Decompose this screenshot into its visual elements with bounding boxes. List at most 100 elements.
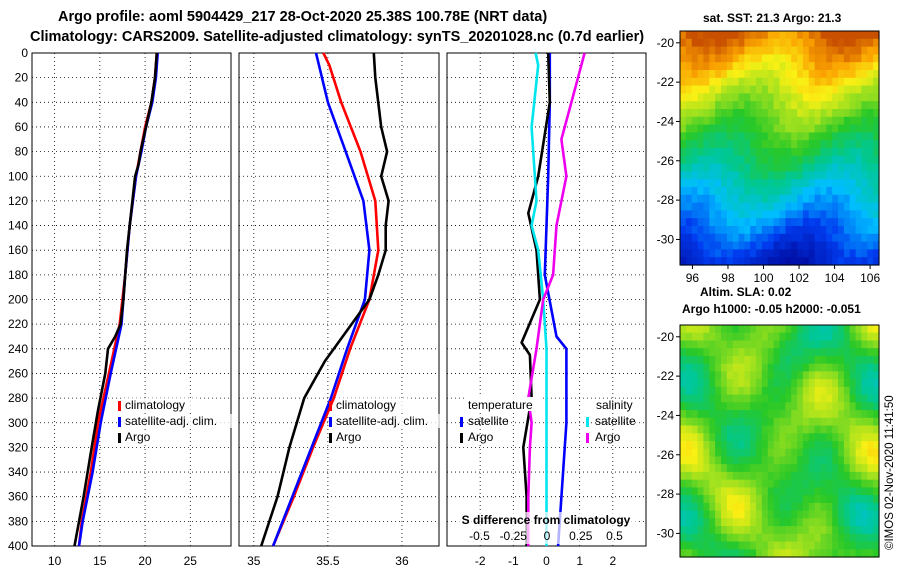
map-cell xyxy=(703,85,710,94)
map-cell xyxy=(715,179,722,188)
map-cell xyxy=(808,109,816,118)
map-cell xyxy=(832,38,839,48)
map-cell xyxy=(785,210,792,219)
map-cell xyxy=(797,233,804,243)
map-cell xyxy=(756,487,763,496)
map-cell xyxy=(750,70,757,79)
map-cell xyxy=(680,62,687,71)
map-cell xyxy=(744,479,751,488)
map-cell xyxy=(785,410,792,419)
map-cell xyxy=(756,93,763,102)
map-cell xyxy=(779,124,786,133)
map-cell xyxy=(861,54,868,63)
map-cell xyxy=(855,340,863,349)
map-cell xyxy=(838,155,845,165)
map-cell xyxy=(750,218,757,227)
map-cell xyxy=(867,241,874,250)
map-cell xyxy=(873,54,880,63)
map-cell xyxy=(761,325,769,334)
map-cell xyxy=(744,340,751,349)
map-cell xyxy=(744,54,751,63)
map-cell xyxy=(715,155,722,165)
map-cell xyxy=(826,187,833,196)
map-cell xyxy=(726,38,734,48)
map-cell xyxy=(680,425,687,434)
map-cell xyxy=(738,70,745,79)
map-cell xyxy=(721,210,728,219)
map-cell xyxy=(802,495,810,504)
map-cell xyxy=(715,132,722,141)
x-tick-label: 2 xyxy=(609,554,616,568)
map-cell xyxy=(744,433,751,442)
map-cell xyxy=(685,241,693,250)
map-cell xyxy=(732,148,740,157)
map-cell xyxy=(726,386,734,396)
map-cell xyxy=(756,340,763,349)
map-cell xyxy=(867,194,874,204)
map-cell xyxy=(767,46,775,55)
map-cell xyxy=(744,448,751,457)
map-cell xyxy=(680,526,687,535)
map-cell xyxy=(797,410,804,419)
map-cell xyxy=(832,93,839,102)
map-cell xyxy=(738,101,745,110)
map-cell xyxy=(691,38,699,48)
map-cell xyxy=(855,77,863,87)
map-cell xyxy=(715,448,722,457)
map-cell xyxy=(802,124,810,133)
map-cell xyxy=(761,355,769,365)
map-cell xyxy=(855,448,863,457)
x-tick-label: 1 xyxy=(576,554,583,568)
map-cell xyxy=(791,371,798,380)
map-cell xyxy=(826,202,833,211)
map-cell xyxy=(721,171,728,180)
map-cell xyxy=(820,355,827,365)
map-cell xyxy=(855,226,863,235)
map-cell xyxy=(709,549,716,558)
map-cell xyxy=(709,233,716,243)
map-cell xyxy=(849,187,857,196)
map-cell xyxy=(773,93,781,102)
map-cell xyxy=(873,441,880,450)
map-cell xyxy=(773,533,781,543)
map-cell xyxy=(761,38,769,48)
map-cell xyxy=(721,218,728,227)
map-cell xyxy=(726,171,734,180)
map-cell xyxy=(802,549,810,558)
map-cell xyxy=(826,148,833,157)
map-y-tick-label: -28 xyxy=(657,193,675,207)
map-cell xyxy=(802,148,810,157)
map-cell xyxy=(873,116,880,126)
map-cell xyxy=(832,124,839,133)
map-cell xyxy=(861,363,868,372)
map-cell xyxy=(797,241,804,250)
map-cell xyxy=(738,93,745,102)
map-cell xyxy=(767,31,775,40)
map-cell xyxy=(861,502,868,512)
map-cell xyxy=(855,85,863,94)
map-cell xyxy=(732,325,740,334)
map-cell xyxy=(843,249,851,258)
map-cell xyxy=(791,433,798,442)
map-cell xyxy=(814,541,822,550)
map-cell xyxy=(838,402,845,411)
map-cell xyxy=(721,249,728,258)
map-cell xyxy=(767,355,775,365)
sla-map-title1: Altim. SLA: 0.02 xyxy=(700,285,792,299)
map-cell xyxy=(808,355,816,365)
map-cell xyxy=(744,332,751,341)
map-cell xyxy=(855,410,863,419)
map-cell xyxy=(756,386,763,396)
map-cell xyxy=(756,394,763,403)
map-cell xyxy=(820,526,827,535)
map-cell xyxy=(855,148,863,157)
map-cell xyxy=(738,85,745,94)
map-cell xyxy=(709,163,716,172)
map-cell xyxy=(726,487,734,496)
map-cell xyxy=(697,363,705,372)
map-cell xyxy=(750,163,757,172)
map-cell xyxy=(843,386,851,396)
map-cell xyxy=(744,85,751,94)
map-cell xyxy=(867,101,874,110)
map-cell xyxy=(726,541,734,550)
